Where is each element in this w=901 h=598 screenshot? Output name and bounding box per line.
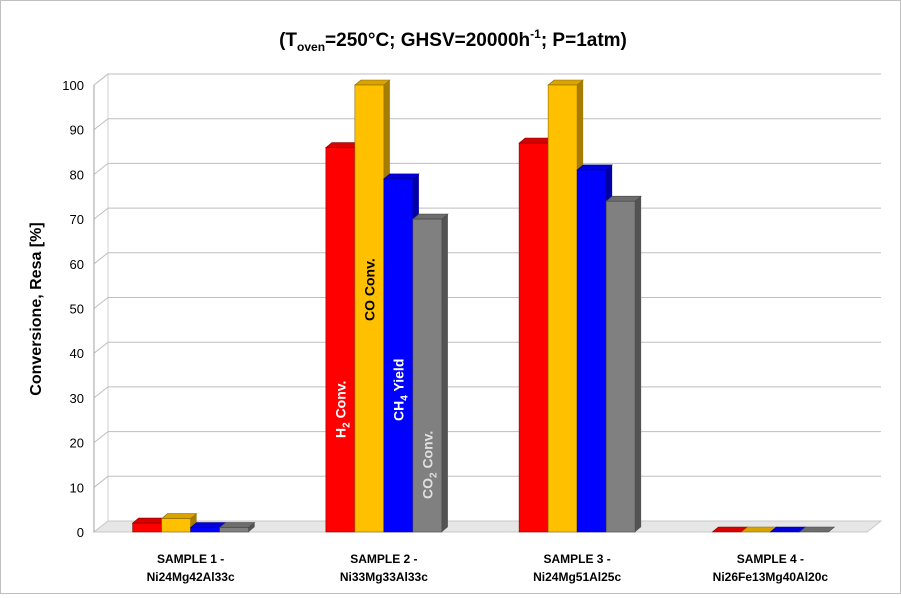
bar-side [441,214,448,532]
gridline [93,252,881,265]
chart-title: (Toven=250°C; GHSV=20000h-1; P=1atm) [279,27,627,54]
bar [518,142,549,533]
x-tick-label: SAMPLE 3 - [543,552,610,566]
y-tick-label: 80 [70,167,84,182]
y-tick-label: 70 [70,212,84,227]
y-axis-label: Conversione, Resa [%] [28,222,45,395]
gridline [93,162,881,175]
bar [576,169,607,533]
gridline [93,73,881,86]
x-tick-label: Ni24Mg51Al25c [533,570,621,584]
bar [354,84,385,533]
bar-top [605,195,642,202]
series-label: CO2 Conv. [419,431,439,499]
y-tick-label: 30 [70,391,84,406]
series-label: CO Conv. [361,258,377,321]
gridline [93,341,881,354]
bar-top [798,526,836,533]
bar [547,84,578,533]
gridline [93,431,881,443]
y-tick-label: 90 [70,123,84,138]
bar-top [218,522,256,528]
y-tick-label: 10 [70,480,84,495]
x-tick-label: Ni26Fe13Mg40Al20c [713,570,829,584]
y-tick-label: 20 [70,436,84,451]
x-tick-label: Ni24Mg42Al33c [147,570,235,584]
gridline [93,207,881,220]
y-tick-label: 50 [70,302,84,317]
y-tick-label: 0 [77,525,84,540]
gridline [93,475,881,488]
bar [219,527,249,533]
y-tick-label: 40 [70,346,84,361]
bar [325,147,356,533]
x-tick-label: SAMPLE 4 - [737,552,804,566]
bar-top [576,164,613,171]
bar-top [547,79,584,86]
x-tick-label: SAMPLE 1 - [157,552,224,566]
bar [161,518,191,533]
y-tick-label: 100 [62,78,84,93]
bar-top [160,513,198,519]
bar-top [412,213,449,220]
series-label: CH4 Yield [390,359,410,421]
gridline [93,297,881,309]
bar-side [635,196,642,532]
x-tick-label: Ni33Mg33Al33c [340,570,428,584]
series-label: H2 Conv. [332,381,352,438]
gridline [93,386,881,399]
x-tick-label: SAMPLE 2 - [350,552,417,566]
plot-area: 0 10 20 30 40 50 60 70 80 90 100 SAMPLE 1 - Ni24Mg42… [62,72,883,584]
bar [383,178,414,533]
bar [605,200,636,533]
bar [132,522,162,533]
bar-top [383,173,420,180]
bar [190,527,220,533]
bar-side [248,522,255,532]
bar [412,218,443,533]
y-tick-label: 60 [70,257,84,272]
bar-top [354,79,391,86]
gridline [93,118,881,131]
